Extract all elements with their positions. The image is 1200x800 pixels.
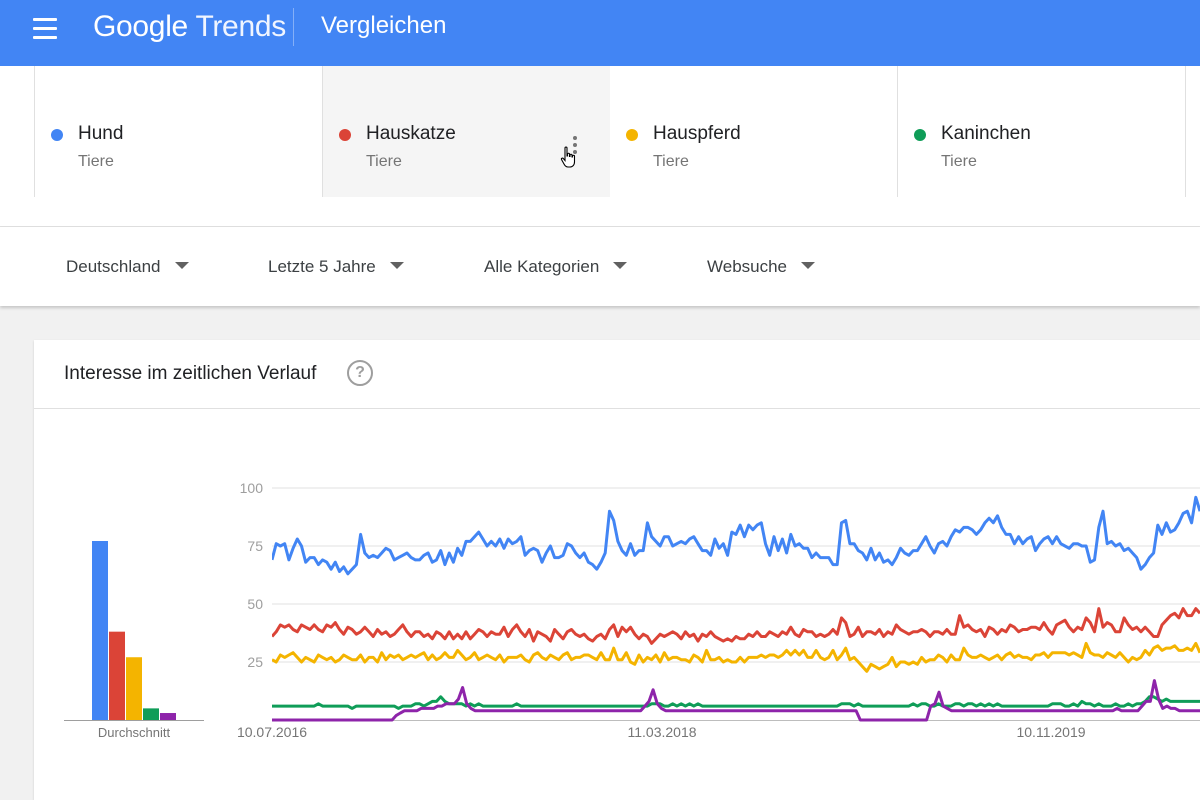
y-tick-label: 50 — [247, 596, 263, 612]
app-header: Google Trends Vergleichen — [0, 0, 1200, 66]
trends-chart: Durchschnitt 100 75 50 25 10.07.2016 11.03.20… — [64, 480, 1200, 740]
filter-label: Deutschland — [66, 257, 161, 276]
series-line — [272, 679, 1200, 722]
dropdown-arrow-icon — [801, 262, 816, 269]
logo-google: Google — [93, 10, 188, 43]
help-icon[interactable]: ? — [347, 360, 373, 386]
filter-label: Alle Kategorien — [484, 257, 600, 276]
filter-label: Letzte 5 Jahre — [268, 257, 376, 276]
term-category: Tiere — [653, 153, 689, 170]
x-tick-label: 10.11.2019 — [1016, 724, 1085, 740]
hand-cursor-icon — [560, 146, 576, 168]
term-card-hund[interactable]: Hund Tiere — [35, 66, 323, 197]
filter-label: Websuche — [707, 257, 788, 276]
series-line — [272, 641, 1200, 673]
filter-bar: Deutschland Letzte 5 Jahre Alle Kategori… — [0, 227, 1200, 306]
term-color-dot — [626, 129, 638, 141]
average-bar — [92, 541, 108, 720]
term-name: Hund — [78, 123, 124, 144]
term-card-hauspferd[interactable]: Hauspferd Tiere — [610, 66, 898, 197]
header-divider — [293, 8, 294, 46]
term-color-dot — [914, 129, 926, 141]
average-bar — [160, 713, 176, 720]
x-tick-label: 11.03.2018 — [627, 724, 696, 740]
terms-left-divider — [34, 66, 35, 197]
term-color-dot — [51, 129, 63, 141]
filter-search-type-dropdown[interactable]: Websuche — [707, 257, 816, 277]
term-category: Tiere — [941, 153, 977, 170]
dropdown-arrow-icon — [613, 262, 628, 269]
comparison-terms-row: Hund Tiere Hauskatze Tiere Hauspferd Tie… — [0, 66, 1200, 227]
term-name: Hauskatze — [366, 123, 456, 144]
average-bar — [109, 631, 125, 720]
card-header: Interesse im zeitlichen Verlauf ? — [34, 340, 1200, 409]
term-card-hauskatze[interactable]: Hauskatze Tiere — [323, 66, 611, 197]
more-vert-icon[interactable] — [571, 136, 579, 158]
filter-region-dropdown[interactable]: Deutschland — [66, 257, 189, 277]
page-title: Vergleichen — [321, 12, 447, 39]
y-tick-label: 100 — [240, 480, 264, 496]
average-bar-chart: Durchschnitt — [64, 541, 204, 740]
y-tick-label: 25 — [247, 654, 263, 670]
dropdown-arrow-icon — [389, 262, 404, 269]
hamburger-menu-icon[interactable] — [32, 17, 58, 39]
series-line — [272, 607, 1200, 645]
x-tick-label: 10.07.2016 — [237, 724, 307, 740]
term-card-add-partial[interactable] — [1185, 66, 1200, 197]
y-tick-label: 75 — [247, 538, 263, 554]
average-bar — [126, 657, 142, 720]
term-card-kaninchen[interactable]: Kaninchen Tiere — [898, 66, 1186, 197]
filter-time-dropdown[interactable]: Letzte 5 Jahre — [268, 257, 404, 277]
logo-trends: Trends — [195, 10, 286, 43]
google-trends-logo[interactable]: Google Trends — [93, 10, 286, 44]
interest-over-time-card: Interesse im zeitlichen Verlauf ? Durchs… — [34, 340, 1200, 800]
term-category: Tiere — [366, 153, 402, 170]
series-line — [272, 495, 1200, 576]
filter-category-dropdown[interactable]: Alle Kategorien — [484, 257, 628, 277]
average-bar — [143, 708, 159, 720]
dropdown-arrow-icon — [174, 262, 189, 269]
series-line — [272, 695, 1200, 710]
bar-xlabel: Durchschnitt — [98, 725, 171, 740]
term-category: Tiere — [78, 153, 114, 170]
term-name: Kaninchen — [941, 123, 1031, 144]
term-name: Hauspferd — [653, 123, 741, 144]
card-title: Interesse im zeitlichen Verlauf — [64, 363, 317, 384]
line-chart: 100 75 50 25 10.07.2016 11.03.2018 10.11.2019 — [237, 480, 1200, 740]
term-color-dot — [339, 129, 351, 141]
